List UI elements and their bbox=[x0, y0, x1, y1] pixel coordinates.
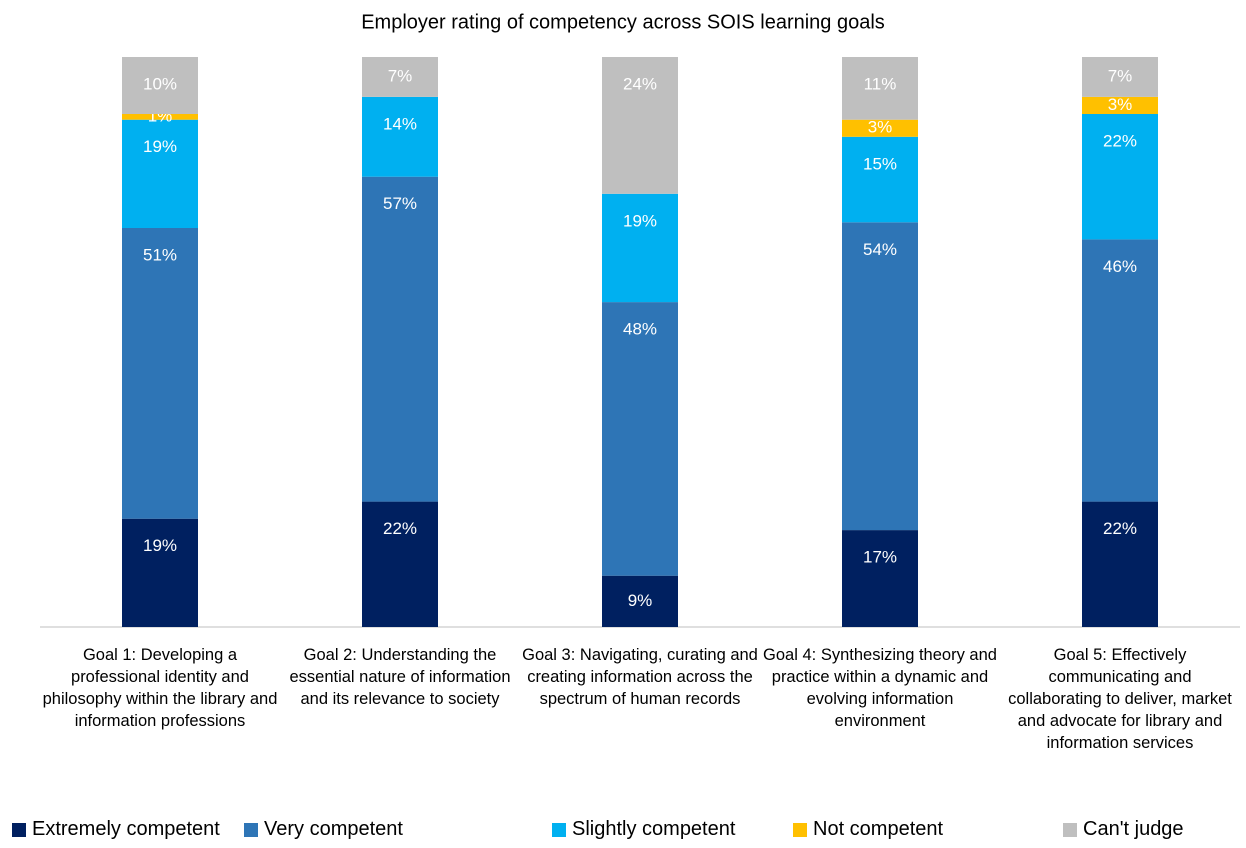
x-tick-label: Goal 4: Synthesizing theory and practice… bbox=[763, 646, 997, 730]
data-label: 54% bbox=[863, 240, 897, 259]
bar-segment bbox=[1082, 239, 1158, 502]
bar-segment bbox=[362, 96, 438, 177]
data-label: 10% bbox=[143, 74, 177, 93]
data-label: 51% bbox=[143, 245, 177, 264]
legend-label: Slightly competent bbox=[572, 818, 736, 840]
bar-segment bbox=[602, 302, 678, 576]
data-label: 19% bbox=[143, 536, 177, 555]
bar-segment bbox=[602, 193, 678, 303]
x-tick-label: Goal 2: Understanding the essential natu… bbox=[289, 646, 511, 708]
bar-segment bbox=[362, 57, 438, 97]
data-label: 11% bbox=[864, 74, 897, 93]
legend-swatch bbox=[552, 822, 566, 837]
legend-label: Very competent bbox=[264, 818, 403, 840]
data-label: 3% bbox=[868, 118, 893, 137]
legend-swatch bbox=[793, 822, 807, 837]
bar-segment bbox=[602, 575, 678, 627]
bar-segment bbox=[1082, 114, 1158, 240]
bar-segment bbox=[122, 119, 198, 228]
data-label: 19% bbox=[143, 137, 177, 156]
legend-swatch bbox=[1063, 822, 1077, 837]
data-label: 19% bbox=[623, 211, 657, 230]
data-label: 46% bbox=[1103, 257, 1137, 276]
legend-item: Very competent bbox=[244, 818, 403, 841]
chart-title: Employer rating of competency across SOI… bbox=[361, 11, 885, 33]
legend-label: Not competent bbox=[813, 818, 944, 840]
bar-segment bbox=[1082, 57, 1158, 97]
x-tick-label: Goal 3: Navigating, curating and creatin… bbox=[522, 646, 758, 708]
bar-segment bbox=[842, 222, 918, 531]
data-label: 14% bbox=[383, 114, 417, 133]
legend-swatch bbox=[244, 822, 258, 837]
data-label: 57% bbox=[383, 194, 417, 213]
legend-item: Slightly competent bbox=[552, 818, 735, 841]
bar-segment bbox=[362, 501, 438, 627]
bar-segment bbox=[1082, 96, 1158, 114]
data-label: 7% bbox=[388, 66, 413, 85]
data-label: 17% bbox=[863, 548, 897, 567]
legend-item: Can't judge bbox=[1063, 818, 1184, 841]
data-label: 15% bbox=[863, 154, 897, 173]
data-label: 22% bbox=[1103, 519, 1137, 538]
bar-segment bbox=[602, 57, 678, 194]
x-tick-label: Goal 1: Developing a professional identi… bbox=[42, 646, 278, 730]
data-label: 22% bbox=[383, 519, 417, 538]
data-label: 24% bbox=[623, 74, 657, 93]
legend-item: Extremely competent bbox=[12, 818, 220, 841]
bar-segment bbox=[842, 57, 918, 120]
legend-item: Not competent bbox=[793, 818, 943, 841]
legend-label: Extremely competent bbox=[32, 818, 220, 840]
data-label: 48% bbox=[623, 320, 657, 339]
bar-segment bbox=[122, 228, 198, 519]
data-label: 9% bbox=[628, 591, 653, 610]
bar-segment bbox=[122, 518, 198, 627]
bar-segment bbox=[1082, 501, 1158, 627]
bar-segment bbox=[842, 530, 918, 627]
bar-segment bbox=[122, 57, 198, 114]
bar-segment bbox=[842, 119, 918, 137]
bar-segment bbox=[362, 176, 438, 502]
bar-segment bbox=[122, 114, 198, 120]
data-label: 3% bbox=[1108, 95, 1133, 114]
legend-swatch bbox=[12, 822, 26, 837]
bar-segment bbox=[842, 136, 918, 223]
legend-label: Can't judge bbox=[1083, 818, 1184, 840]
x-tick-label: Goal 5: Effectively communicating and co… bbox=[1008, 646, 1232, 752]
data-label: 22% bbox=[1103, 131, 1137, 150]
data-label: 7% bbox=[1108, 66, 1133, 85]
